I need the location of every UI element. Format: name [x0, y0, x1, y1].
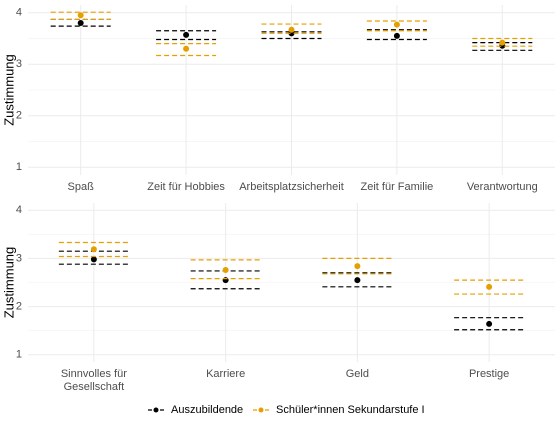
legend-key — [153, 407, 159, 413]
point — [354, 277, 361, 284]
x-tick-label: Spaß — [68, 181, 95, 193]
y-tick-label: 1 — [16, 161, 22, 173]
point — [354, 263, 361, 270]
y-tick-label: 3 — [16, 252, 22, 264]
point — [77, 20, 84, 27]
point — [183, 45, 190, 52]
y-tick-label: 4 — [16, 7, 22, 19]
x-tick-label: Karriere — [206, 368, 245, 380]
point — [77, 12, 84, 19]
x-tick-label: Arbeitsplatzsicherheit — [239, 181, 344, 193]
x-tick-label: Verantwortung — [467, 181, 538, 193]
x-tick-label: Zeit für Hobbies — [147, 181, 225, 193]
x-tick-label: Geld — [346, 368, 369, 380]
legend-label: Schüler*innen Sekundarstufe I — [276, 404, 425, 416]
point — [499, 39, 506, 46]
point — [222, 277, 229, 284]
y-tick-label: 2 — [16, 110, 22, 122]
y-tick-label: 3 — [16, 58, 22, 70]
point — [486, 320, 493, 327]
point — [90, 256, 97, 263]
point — [183, 31, 190, 38]
point — [222, 266, 229, 273]
y-tick-label: 2 — [16, 300, 22, 312]
x-tick-label: Prestige — [469, 368, 509, 380]
y-axis-label: Zustimmung — [1, 247, 16, 319]
point — [486, 283, 493, 290]
y-axis-label: Zustimmung — [1, 54, 16, 126]
point — [288, 26, 295, 33]
legend-label: Auszubildende — [171, 404, 243, 416]
y-tick-label: 1 — [16, 349, 22, 361]
x-tick-label: Sinnvolles für Gesellschaft — [61, 368, 127, 393]
point — [90, 246, 97, 253]
y-tick-label: 4 — [16, 204, 22, 216]
point — [393, 32, 400, 39]
x-tick-label: Zeit für Familie — [361, 181, 434, 193]
point — [393, 21, 400, 28]
legend-key — [258, 407, 264, 413]
